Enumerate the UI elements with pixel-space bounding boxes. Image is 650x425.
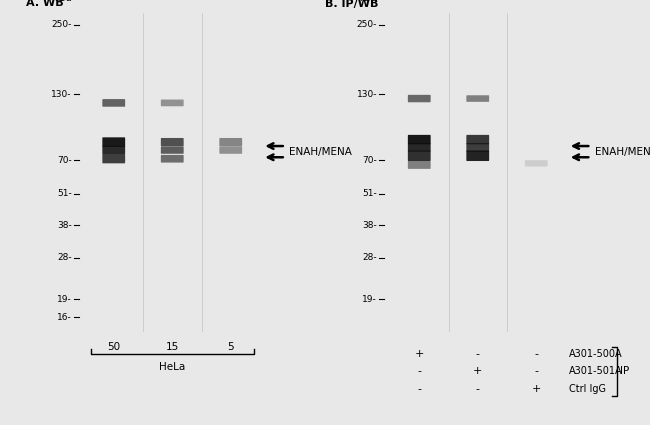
FancyBboxPatch shape <box>466 135 489 144</box>
Text: ENAH/MENA: ENAH/MENA <box>595 147 650 157</box>
Text: 15: 15 <box>166 342 179 352</box>
Text: A. WB: A. WB <box>26 0 64 8</box>
Text: 51-: 51- <box>57 190 72 198</box>
Text: A301-500A: A301-500A <box>569 348 623 359</box>
FancyBboxPatch shape <box>102 137 125 147</box>
Text: 70-: 70- <box>57 156 72 165</box>
FancyBboxPatch shape <box>161 147 184 154</box>
Text: 28-: 28- <box>57 253 72 262</box>
Text: 5: 5 <box>227 342 234 352</box>
Text: -: - <box>534 348 538 359</box>
Text: 130-: 130- <box>51 90 72 99</box>
Text: kDa: kDa <box>54 0 72 3</box>
FancyBboxPatch shape <box>161 138 184 146</box>
Text: 19-: 19- <box>363 295 377 303</box>
Text: -: - <box>534 366 538 377</box>
Text: A301-501A: A301-501A <box>569 366 623 377</box>
FancyBboxPatch shape <box>219 147 242 154</box>
Text: 50: 50 <box>107 342 120 352</box>
Text: 250-: 250- <box>357 20 377 29</box>
FancyBboxPatch shape <box>408 143 431 152</box>
Text: 250-: 250- <box>51 20 72 29</box>
FancyBboxPatch shape <box>408 95 431 102</box>
Text: +: + <box>473 366 482 377</box>
Text: -: - <box>417 366 421 377</box>
Text: 51-: 51- <box>363 190 377 198</box>
FancyBboxPatch shape <box>408 135 431 144</box>
Text: Ctrl IgG: Ctrl IgG <box>569 384 606 394</box>
FancyBboxPatch shape <box>102 154 125 163</box>
Text: HeLa: HeLa <box>159 362 185 372</box>
FancyBboxPatch shape <box>161 99 184 106</box>
Text: 130-: 130- <box>357 90 377 99</box>
Text: 70-: 70- <box>363 156 377 165</box>
Text: IP: IP <box>619 366 629 377</box>
FancyBboxPatch shape <box>525 160 548 167</box>
FancyBboxPatch shape <box>466 143 489 152</box>
Text: ENAH/MENA: ENAH/MENA <box>289 147 352 157</box>
Text: kDa: kDa <box>359 0 377 3</box>
Text: 28-: 28- <box>363 253 377 262</box>
Text: 19-: 19- <box>57 295 72 303</box>
FancyBboxPatch shape <box>219 138 242 146</box>
FancyBboxPatch shape <box>408 161 431 169</box>
FancyBboxPatch shape <box>161 155 184 163</box>
Text: -: - <box>476 348 480 359</box>
FancyBboxPatch shape <box>102 99 125 107</box>
Text: B. IP/WB: B. IP/WB <box>325 0 378 8</box>
Text: +: + <box>415 348 424 359</box>
Text: -: - <box>417 384 421 394</box>
Text: 16-: 16- <box>57 313 72 322</box>
FancyBboxPatch shape <box>102 146 125 154</box>
FancyBboxPatch shape <box>466 95 489 102</box>
Text: -: - <box>476 384 480 394</box>
Text: 38-: 38- <box>363 221 377 230</box>
FancyBboxPatch shape <box>466 150 489 161</box>
FancyBboxPatch shape <box>408 150 431 161</box>
Text: 38-: 38- <box>57 221 72 230</box>
Text: +: + <box>532 384 541 394</box>
